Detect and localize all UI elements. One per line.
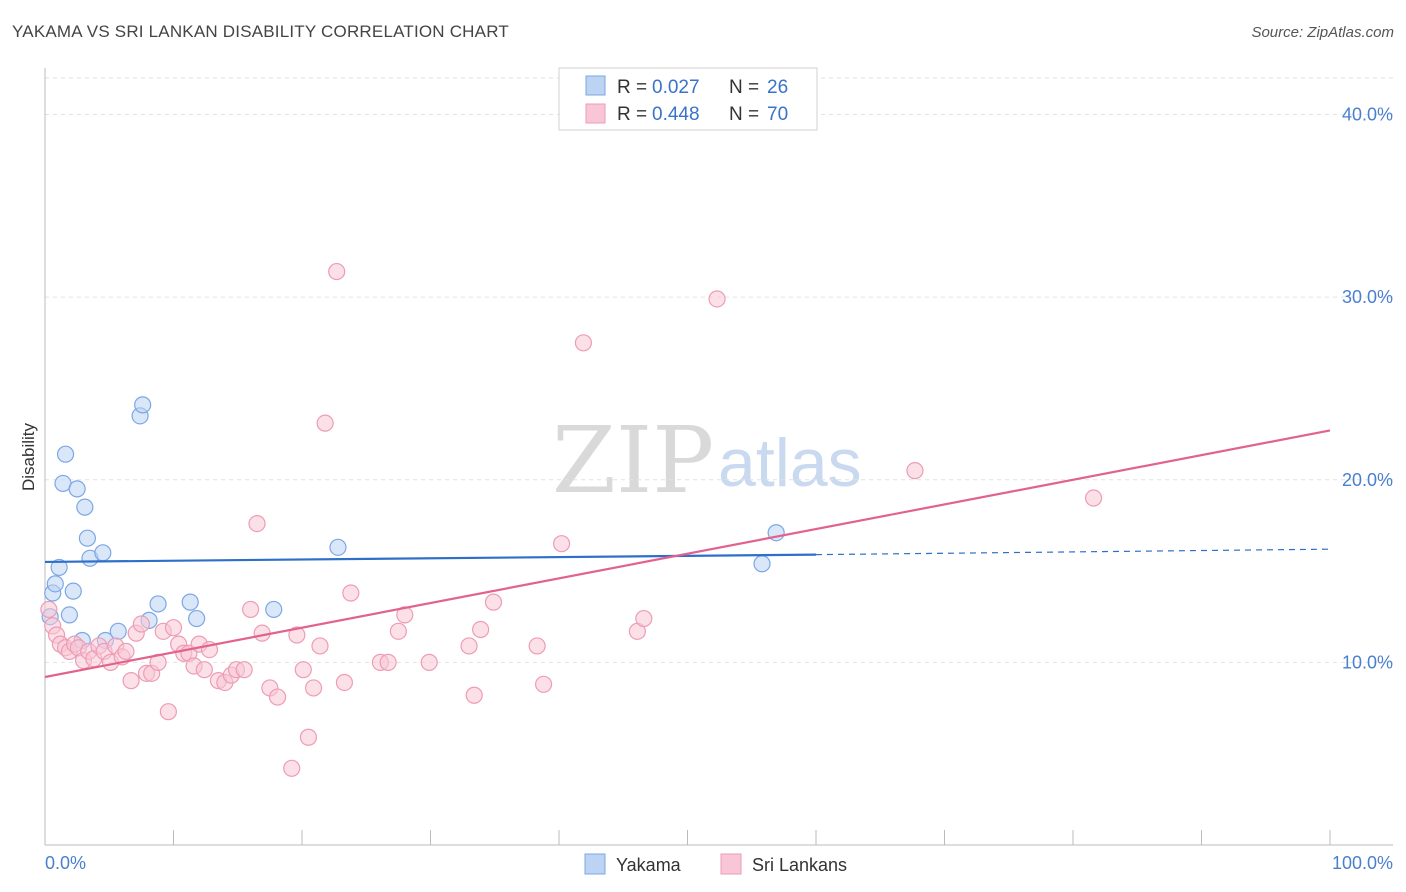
chart-title: YAKAMA VS SRI LANKAN DISABILITY CORRELAT… xyxy=(12,22,509,41)
y-tick-labels: 10.0% 20.0% 30.0% 40.0% xyxy=(1342,105,1393,673)
point-sri-lankans-58 xyxy=(460,637,478,655)
point-sri-lankans-57 xyxy=(420,653,438,671)
point-sri-lankans-50 xyxy=(328,262,346,281)
point-sri-lankans-31 xyxy=(195,661,213,679)
point-sri-lankans-45 xyxy=(294,661,312,679)
bottom-legend-swatch-yakama xyxy=(584,853,606,875)
point-yakama-19 xyxy=(149,595,167,613)
y-tick-label-10: 10.0% xyxy=(1342,652,1393,672)
point-yakama-20 xyxy=(181,593,199,611)
point-sri-lankans-62 xyxy=(528,637,546,655)
point-yakama-24 xyxy=(753,555,771,573)
point-sri-lankans-24 xyxy=(159,703,177,721)
point-sri-lankans-51 xyxy=(335,673,354,692)
legend-swatch-sri-lankans xyxy=(585,103,606,124)
watermark-atlas: atlas xyxy=(718,425,862,501)
point-sri-lankans-49 xyxy=(316,414,334,432)
point-yakama-23 xyxy=(329,538,347,556)
point-sri-lankans-70 xyxy=(1084,489,1103,507)
point-yakama-10 xyxy=(76,498,94,516)
point-sri-lankans-48 xyxy=(311,637,329,655)
point-sri-lankans-60 xyxy=(472,620,490,639)
point-sri-lankans-44 xyxy=(288,626,306,644)
legend-r-label-sri-lankans: R = xyxy=(617,104,647,125)
point-yakama-13 xyxy=(94,544,112,562)
y-tick-label-30: 30.0% xyxy=(1342,287,1393,307)
point-sri-lankans-64 xyxy=(552,535,571,553)
x-tick-label-0: 0.0% xyxy=(45,853,86,873)
point-yakama-6 xyxy=(60,606,79,624)
legend-r-value-yakama: 0.027 xyxy=(652,77,700,98)
point-sri-lankans-68 xyxy=(708,290,726,308)
point-yakama-2 xyxy=(46,575,64,593)
point-sri-lankans-25 xyxy=(164,619,183,637)
trend-line-yakama xyxy=(44,553,817,564)
x-tick-labels: 0.0% 100.0% xyxy=(45,853,1393,873)
point-sri-lankans-59 xyxy=(465,686,483,704)
point-sri-lankans-0 xyxy=(40,600,58,619)
y-axis-label: Disability xyxy=(19,422,38,491)
point-yakama-21 xyxy=(188,609,206,628)
y-tick-label-40: 40.0% xyxy=(1342,105,1393,125)
y-tick-label-20: 20.0% xyxy=(1342,470,1393,490)
point-sri-lankans-16 xyxy=(117,642,135,661)
legend-r-value-sri-lankans: 0.448 xyxy=(652,104,700,125)
point-sri-lankans-42 xyxy=(268,688,287,706)
x-tick-label-100: 100.0% xyxy=(1332,853,1393,873)
point-sri-lankans-39 xyxy=(248,514,266,533)
legend-n-label-sri-lankans: N = xyxy=(729,104,759,125)
point-sri-lankans-55 xyxy=(389,622,407,640)
point-sri-lankans-46 xyxy=(299,728,318,746)
trend-line-extension-yakama xyxy=(815,548,1331,556)
point-yakama-8 xyxy=(68,480,86,498)
point-sri-lankans-38 xyxy=(242,600,260,619)
bottom-legend-swatch-sri-lankans xyxy=(720,853,742,875)
point-sri-lankans-54 xyxy=(379,653,397,671)
legend-n-value-yakama: 26 xyxy=(767,77,788,98)
legend-n-value-sri-lankans: 70 xyxy=(767,104,788,125)
point-sri-lankans-43 xyxy=(283,759,301,777)
axes xyxy=(44,68,1393,846)
point-yakama-5 xyxy=(56,445,75,463)
watermark-zip: ZIP xyxy=(552,407,714,514)
point-sri-lankans-19 xyxy=(132,615,150,633)
legend-swatch-yakama xyxy=(585,75,606,96)
point-sri-lankans-47 xyxy=(304,679,323,697)
data-points xyxy=(40,262,1103,777)
point-yakama-17 xyxy=(134,396,152,414)
point-sri-lankans-37 xyxy=(235,661,253,679)
stats-legend: R = 0.027 N = 26 R = 0.448 N = 70 xyxy=(558,67,818,131)
trend-line-sri-lankans xyxy=(44,429,1331,679)
point-sri-lankans-52 xyxy=(342,584,360,602)
series-sri-lankans xyxy=(40,262,1103,777)
point-yakama-15 xyxy=(109,622,127,640)
series-legend: Yakama Sri Lankans xyxy=(584,853,847,875)
trend-lines xyxy=(44,429,1331,679)
point-sri-lankans-69 xyxy=(906,462,924,480)
legend-n-label-yakama: N = xyxy=(729,77,759,98)
bottom-legend-label-sri-lankans: Sri Lankans xyxy=(752,855,847,875)
point-sri-lankans-61 xyxy=(484,593,503,611)
point-sri-lankans-67 xyxy=(635,609,653,628)
source-label: Source: ZipAtlas.com xyxy=(1251,24,1394,41)
bottom-legend-label-yakama: Yakama xyxy=(616,855,682,875)
legend-r-label-yakama: R = xyxy=(617,77,647,98)
grid-lines xyxy=(45,77,1393,663)
point-sri-lankans-17 xyxy=(122,672,140,690)
point-yakama-11 xyxy=(78,529,97,547)
point-yakama-3 xyxy=(50,558,68,577)
point-sri-lankans-65 xyxy=(574,334,593,352)
point-sri-lankans-63 xyxy=(534,675,553,693)
point-yakama-7 xyxy=(64,582,82,600)
point-yakama-22 xyxy=(265,600,283,619)
x-ticks xyxy=(173,830,1331,845)
